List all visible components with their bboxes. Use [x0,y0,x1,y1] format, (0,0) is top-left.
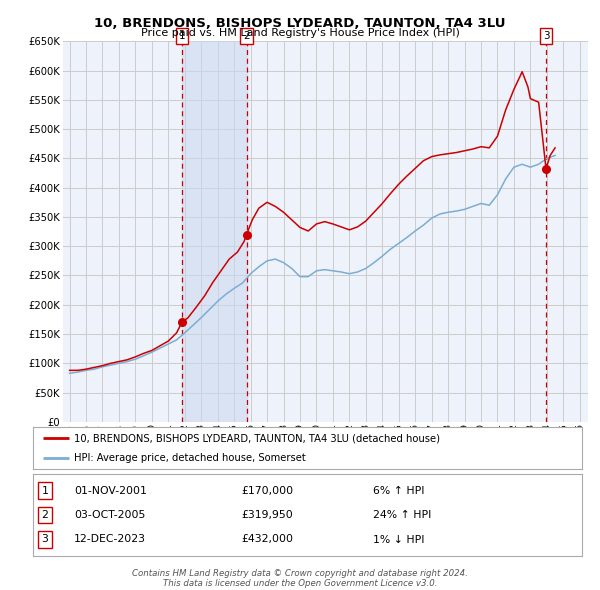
Text: 1% ↓ HPI: 1% ↓ HPI [373,535,425,545]
Text: 01-NOV-2001: 01-NOV-2001 [74,486,147,496]
Text: 2: 2 [41,510,49,520]
Text: £432,000: £432,000 [242,535,293,545]
Text: 12-DEC-2023: 12-DEC-2023 [74,535,146,545]
Text: £319,950: £319,950 [242,510,293,520]
Text: 6% ↑ HPI: 6% ↑ HPI [373,486,425,496]
Text: HPI: Average price, detached house, Somerset: HPI: Average price, detached house, Some… [74,453,306,463]
Text: 1: 1 [179,31,185,41]
Text: 03-OCT-2005: 03-OCT-2005 [74,510,146,520]
Text: 24% ↑ HPI: 24% ↑ HPI [373,510,432,520]
Text: Contains HM Land Registry data © Crown copyright and database right 2024.: Contains HM Land Registry data © Crown c… [132,569,468,578]
Text: £170,000: £170,000 [242,486,294,496]
Text: 3: 3 [41,535,49,545]
Text: 10, BRENDONS, BISHOPS LYDEARD, TAUNTON, TA4 3LU: 10, BRENDONS, BISHOPS LYDEARD, TAUNTON, … [94,17,506,30]
Text: 3: 3 [543,31,550,41]
Text: This data is licensed under the Open Government Licence v3.0.: This data is licensed under the Open Gov… [163,579,437,588]
Text: Price paid vs. HM Land Registry's House Price Index (HPI): Price paid vs. HM Land Registry's House … [140,28,460,38]
Text: 1: 1 [41,486,49,496]
Bar [182,41,247,422]
Text: 10, BRENDONS, BISHOPS LYDEARD, TAUNTON, TA4 3LU (detached house): 10, BRENDONS, BISHOPS LYDEARD, TAUNTON, … [74,433,440,443]
Text: 2: 2 [243,31,250,41]
